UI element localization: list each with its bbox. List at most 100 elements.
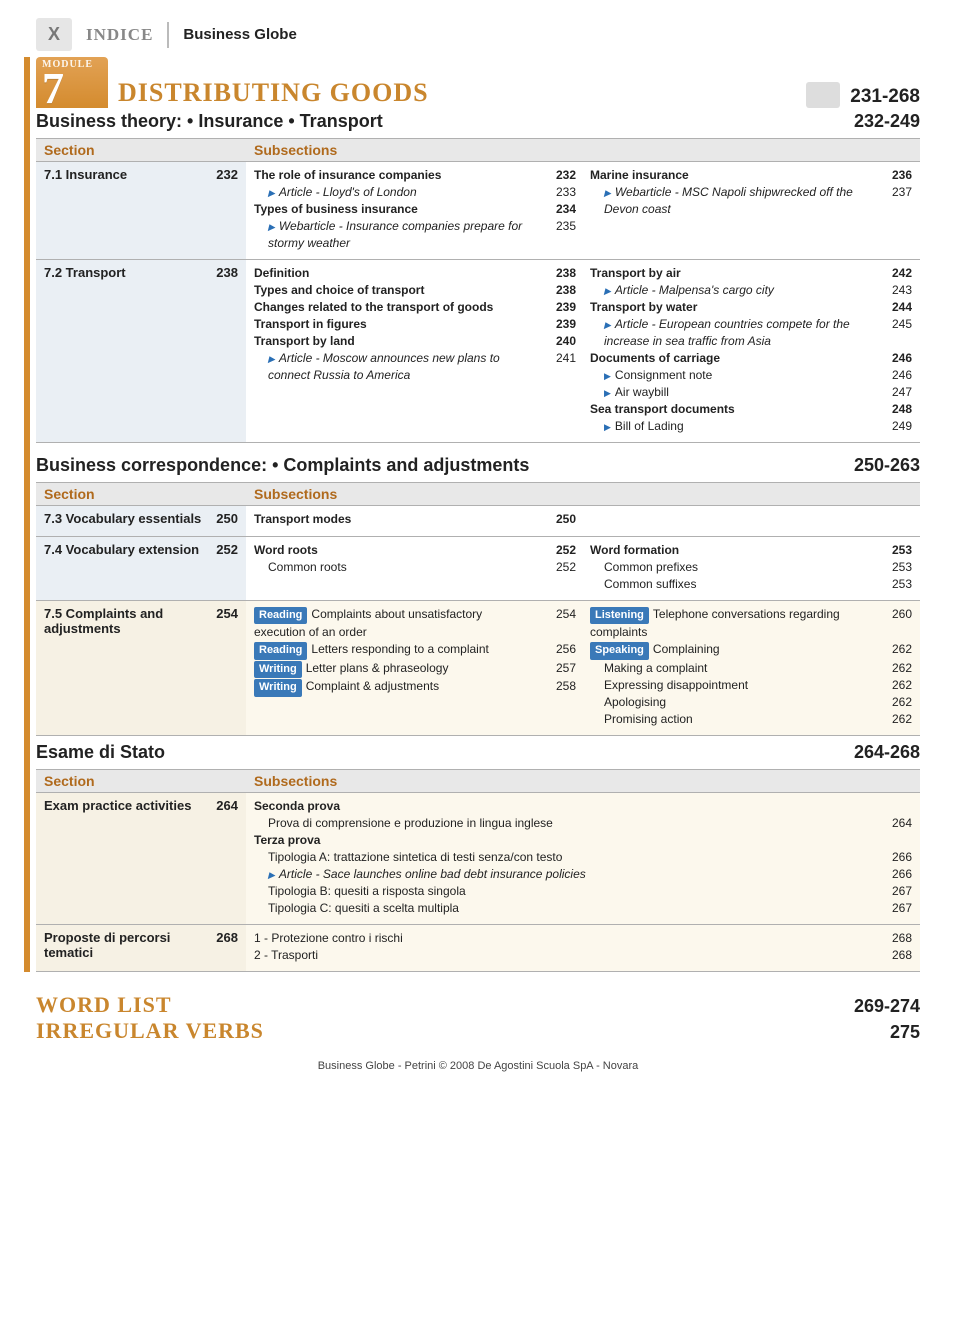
page: 252	[542, 559, 576, 576]
page: 262	[878, 677, 912, 694]
hdr-section: Section	[36, 770, 246, 792]
col-right: ListeningTelephone conversations regardi…	[590, 606, 912, 728]
item: Common suffixes	[604, 576, 878, 593]
item: Expressing disappointment	[604, 677, 878, 694]
item: Tipologia B: quesiti a risposta singola	[268, 883, 878, 900]
section-label: Proposte di percorsi tematici	[44, 930, 216, 966]
page: 247	[878, 384, 912, 401]
page: 234	[542, 201, 576, 218]
col-full: 1 - Protezione contro i rischi268 2 - Tr…	[254, 930, 912, 964]
item: Air waybill	[604, 384, 878, 401]
page: 262	[878, 660, 912, 677]
reading-tag: Reading	[254, 607, 307, 625]
section-page: 254	[216, 606, 238, 730]
col-left: The role of insurance companies232 Artic…	[254, 167, 576, 252]
footer: Business Globe - Petrini © 2008 De Agost…	[36, 1060, 920, 1072]
subs-7-2: Definition238 Types and choice of transp…	[246, 260, 920, 442]
bottom-block: WORD LIST 269-274 IRREGULAR VERBS 275	[36, 992, 920, 1044]
hdr-subsections: Subsections	[246, 139, 920, 161]
module-number: 7	[42, 70, 102, 108]
page: 232	[542, 167, 576, 184]
hdr-section: Section	[36, 139, 246, 161]
section-proposte: Proposte di percorsi tematici 268	[36, 925, 246, 971]
page: 256	[542, 641, 576, 660]
item: Transport by air	[590, 265, 878, 282]
esame-section-header: Section Subsections	[36, 769, 920, 793]
page: 246	[878, 350, 912, 367]
col-right: Marine insurance236 Webarticle - MSC Nap…	[590, 167, 912, 252]
page: 253	[878, 559, 912, 576]
top-band: X INDICE Business Globe	[36, 18, 920, 51]
page: 239	[542, 316, 576, 333]
theory-heading: Business theory: • Insurance • Transport…	[36, 111, 920, 132]
section-7-1: 7.1 Insurance 232	[36, 162, 246, 259]
irregular-page: 275	[890, 1022, 920, 1043]
item: Article - Malpensa's cargo city	[604, 282, 878, 299]
page: 241	[542, 350, 576, 384]
item: Common roots	[268, 559, 542, 576]
item: Seconda prova	[254, 798, 878, 815]
item: 2 - Trasporti	[254, 947, 878, 964]
col-right: Transport by air242 Article - Malpensa's…	[590, 265, 912, 435]
corr-section-header: Section Subsections	[36, 482, 920, 506]
row-exam-practice: Exam practice activities 264 Seconda pro…	[36, 793, 920, 925]
page: 243	[878, 282, 912, 299]
col-right: Word formation253 Common prefixes253 Com…	[590, 542, 912, 593]
item: Word formation	[590, 542, 878, 559]
page: 253	[878, 576, 912, 593]
page: X INDICE Business Globe MODULE 7 DISTRIB…	[0, 0, 960, 1092]
section-page: 264	[216, 798, 238, 919]
section-label: Exam practice activities	[44, 798, 191, 919]
subs-7-3: Transport modes250	[246, 506, 920, 535]
section-exam: Exam practice activities 264	[36, 793, 246, 924]
page: 249	[878, 418, 912, 435]
item: ReadingLetters responding to a complaint	[254, 641, 542, 660]
item: Marine insurance	[590, 167, 878, 184]
page-marker: X	[36, 18, 72, 51]
page: 240	[542, 333, 576, 350]
page: 266	[878, 866, 912, 883]
item: WritingLetter plans & phraseology	[254, 660, 542, 679]
section-7-4: 7.4 Vocabulary extension 252	[36, 537, 246, 600]
page: 233	[542, 184, 576, 201]
theory-range: 232-249	[854, 111, 920, 132]
page: 258	[542, 678, 576, 697]
wordlist-range: 269-274	[854, 996, 920, 1017]
item: Article - Sace launches online bad debt …	[268, 866, 878, 883]
item: Bill of Lading	[604, 418, 878, 435]
item: Making a complaint	[604, 660, 878, 677]
page: 254	[542, 606, 576, 642]
page	[878, 798, 912, 815]
row-transport: 7.2 Transport 238 Definition238 Types an…	[36, 260, 920, 443]
section-label: 7.2 Transport	[44, 265, 126, 437]
corr-range: 250-263	[854, 455, 920, 476]
page: 260	[878, 606, 912, 642]
row-7-4: 7.4 Vocabulary extension 252 Word roots2…	[36, 537, 920, 601]
item: Prova di comprensione e produzione in li…	[268, 815, 878, 832]
page	[878, 832, 912, 849]
item: Common prefixes	[604, 559, 878, 576]
section-page: 250	[216, 511, 238, 530]
corr-heading: Business correspondence: • Complaints an…	[36, 455, 920, 476]
item: The role of insurance companies	[254, 167, 542, 184]
section-page: 268	[216, 930, 238, 966]
row-7-5: 7.5 Complaints and adjustments 254 Readi…	[36, 601, 920, 736]
item: Promising action	[604, 711, 878, 728]
section-page: 238	[216, 265, 238, 437]
listening-tag: Listening	[590, 607, 649, 625]
item: 1 - Protezione contro i rischi	[254, 930, 878, 947]
page: 242	[878, 265, 912, 282]
page: 237	[878, 184, 912, 218]
item: Types of business insurance	[254, 201, 542, 218]
page: 268	[878, 930, 912, 947]
page: 262	[878, 641, 912, 660]
col-left: Definition238 Types and choice of transp…	[254, 265, 576, 435]
item: SpeakingComplaining	[590, 641, 878, 660]
page: 262	[878, 711, 912, 728]
section-7-3: 7.3 Vocabulary essentials 250	[36, 506, 246, 535]
item: Tipologia A: trattazione sintetica di te…	[268, 849, 878, 866]
row-insurance: 7.1 Insurance 232 The role of insurance …	[36, 162, 920, 260]
item: Documents of carriage	[590, 350, 878, 367]
item: Article - Lloyd's of London	[268, 184, 542, 201]
writing-tag: Writing	[254, 661, 302, 679]
